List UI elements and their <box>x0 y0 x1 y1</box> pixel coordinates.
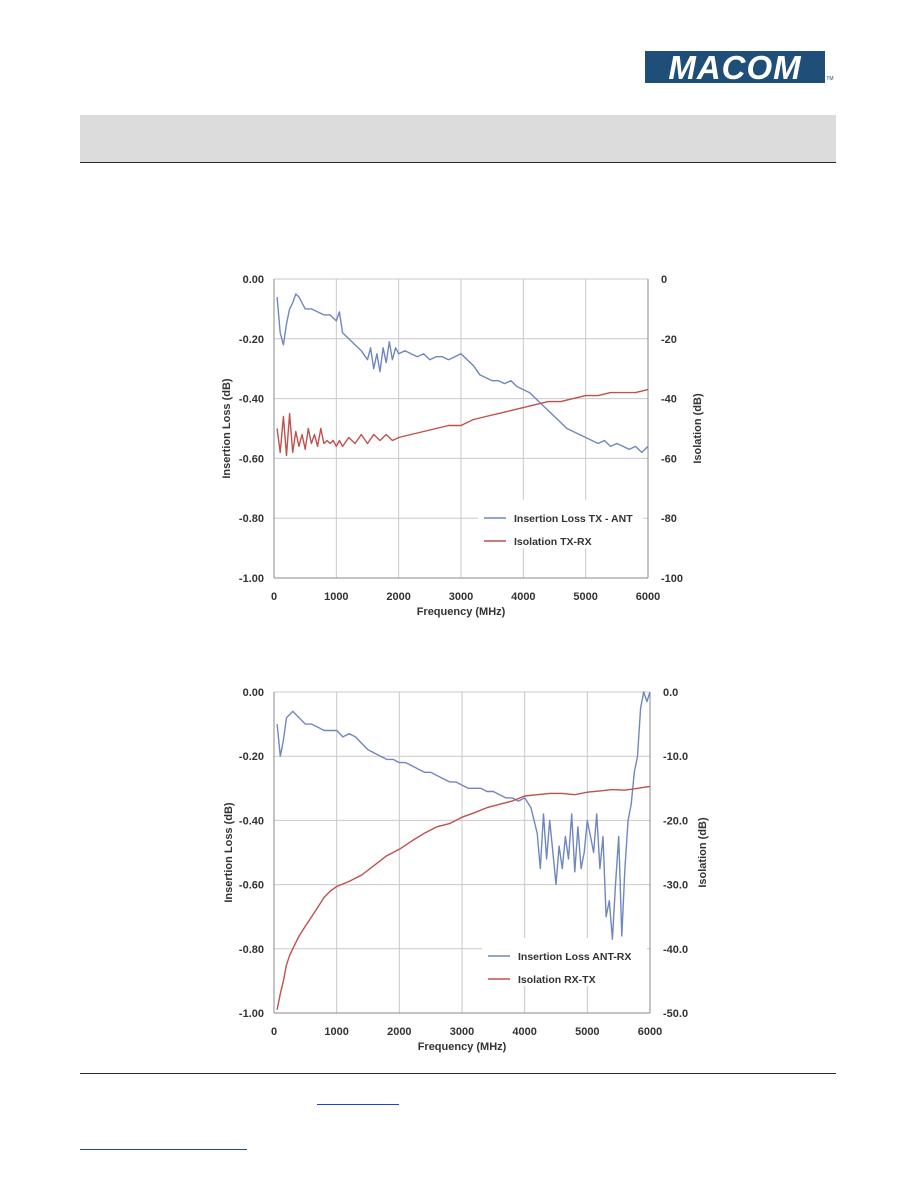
legend-entry: Isolation RX-TX <box>518 974 596 986</box>
legend-entry: Insertion Loss TX - ANT <box>514 513 633 525</box>
chart-tx-ant: 0.00 -0.20 -0.40 -0.60 -0.80 -1.00 0 -20 -40 -60 -… <box>221 274 704 618</box>
series-line-isolation <box>276 388 649 457</box>
header-band <box>80 115 836 163</box>
logo-text: MACOM <box>668 51 802 83</box>
logo-background <box>645 51 825 83</box>
y-tick-label-left: -0.20 <box>239 751 264 763</box>
y-tick-label-left: -0.60 <box>239 880 264 892</box>
x-tick-label: 0 <box>271 591 277 603</box>
y-tick-label-left: -0.20 <box>239 334 264 346</box>
y-tick-label-left: -0.40 <box>239 815 264 827</box>
legend-box <box>478 500 643 548</box>
y-axis-title-right: Isolation (dB) <box>692 393 704 464</box>
y-tick-label-right: -40 <box>661 394 677 406</box>
y-axis-title-right: Isolation (dB) <box>697 817 709 888</box>
y-tick-label-left: -1.00 <box>239 1008 264 1020</box>
legend-entry: Isolation TX-RX <box>514 536 592 548</box>
x-tick-label: 5000 <box>573 591 597 603</box>
series-line-isolation <box>276 785 651 1010</box>
series-line-insertion-loss <box>276 293 649 454</box>
y-tick-label-right: 0 <box>661 274 667 286</box>
x-axis-title: Frequency (MHz) <box>418 1041 507 1053</box>
x-tick-label: 1000 <box>324 1026 348 1038</box>
macom-logo: MACOM TM <box>645 51 834 83</box>
x-tick-label: 2000 <box>386 591 410 603</box>
y-tick-label-left: -0.80 <box>239 944 264 956</box>
y-tick-label-right: -10.0 <box>663 751 688 763</box>
y-tick-label-left: -0.40 <box>239 394 264 406</box>
x-tick-label: 0 <box>271 1026 277 1038</box>
x-tick-label: 2000 <box>387 1026 411 1038</box>
y-axis-title-left: Insertion Loss (dB) <box>223 802 235 903</box>
legend-entry: Insertion Loss ANT-RX <box>518 951 631 963</box>
y-tick-label-right: -50.0 <box>663 1008 688 1020</box>
x-tick-label: 5000 <box>575 1026 599 1038</box>
y-tick-label-right: -80 <box>661 513 677 525</box>
y-tick-label-right: -60 <box>661 453 677 465</box>
x-tick-label: 1000 <box>324 591 348 603</box>
y-tick-label-right: -20 <box>661 334 677 346</box>
x-tick-label: 3000 <box>450 1026 474 1038</box>
y-axis-title-left: Insertion Loss (dB) <box>221 378 233 479</box>
y-tick-label-right: -30.0 <box>663 880 688 892</box>
y-tick-label-right: -20.0 <box>663 815 688 827</box>
series-line-insertion-loss <box>276 691 651 940</box>
legend-box <box>482 938 647 986</box>
x-tick-label: 6000 <box>636 591 660 603</box>
x-tick-label: 6000 <box>638 1026 662 1038</box>
x-tick-label: 4000 <box>511 591 535 603</box>
y-tick-label-left: -0.60 <box>239 453 264 465</box>
footer-link-underline[interactable] <box>317 1104 399 1105</box>
y-tick-label-left: -0.80 <box>239 513 264 525</box>
y-tick-label-right: 0.0 <box>663 687 678 699</box>
y-tick-label-left: 0.00 <box>243 274 264 286</box>
logo-tm: TM <box>826 76 833 82</box>
y-tick-label-right: -40.0 <box>663 944 688 956</box>
x-tick-label: 3000 <box>449 591 473 603</box>
x-tick-label: 4000 <box>512 1026 536 1038</box>
footer-rule <box>80 1073 836 1074</box>
chart-ant-rx: 0.00 -0.20 -0.40 -0.60 -0.80 -1.00 0.0 -10.0 -20… <box>223 687 709 1053</box>
x-axis-title: Frequency (MHz) <box>417 606 506 618</box>
y-tick-label-left: -1.00 <box>239 573 264 585</box>
footer-url-underline[interactable] <box>80 1149 247 1150</box>
y-tick-label-left: 0.00 <box>243 687 264 699</box>
y-tick-label-right: -100 <box>661 573 683 585</box>
